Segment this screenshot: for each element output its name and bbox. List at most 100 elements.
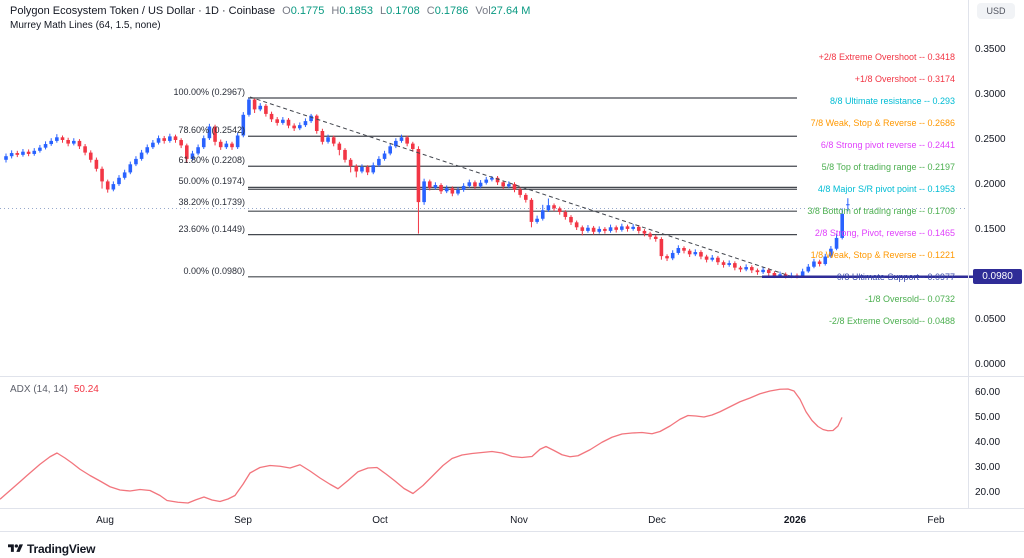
candle-body <box>580 227 585 231</box>
fib-level-label: 61.80% (0.2208) <box>178 155 245 166</box>
candle-body <box>721 262 726 265</box>
candle-body <box>281 119 285 123</box>
tradingview-logo[interactable]: TradingView <box>8 541 95 556</box>
time-axis-label[interactable]: Feb <box>927 515 945 526</box>
candle-body <box>614 227 618 230</box>
candle-body <box>83 146 87 153</box>
ohlc-values: O0.1775 H0.1853 L0.1708 C0.1786 Vol27.64 M <box>275 5 530 17</box>
adx-axis-label[interactable]: 30.00 <box>975 462 1001 473</box>
adx-axis-label[interactable]: 60.00 <box>975 387 1001 398</box>
price-axis-label[interactable]: 0.2500 <box>975 134 1006 145</box>
price-axis-label[interactable]: 0.0000 <box>975 359 1006 370</box>
candle-body <box>9 153 14 157</box>
time-axis-label[interactable]: Aug <box>96 515 114 526</box>
murrey-level-label: +1/8 Overshoot -- 0.3174 <box>854 73 955 84</box>
ohlc-key: C <box>426 5 435 17</box>
price-axis-label[interactable]: 0.1500 <box>975 224 1006 235</box>
candle-body <box>72 140 76 144</box>
candle-body <box>716 257 720 263</box>
ohlc-key: O <box>282 5 291 17</box>
candle-body <box>60 137 65 140</box>
candle-body <box>4 156 8 160</box>
murrey-level-label: 2/8 Strong, Pivot, reverse -- 0.1465 <box>814 227 955 238</box>
candle-body <box>213 126 217 142</box>
symbol-title[interactable]: Polygon Ecosystem Token / US Dollar · 1D… <box>10 5 276 17</box>
candle-body <box>840 213 844 238</box>
candle-body <box>230 143 234 148</box>
candle-body <box>670 252 675 259</box>
ohlc-value: 0.1853 <box>339 5 373 17</box>
candle-body <box>557 208 562 212</box>
candle-body <box>800 271 805 277</box>
candle-body <box>834 237 839 249</box>
time-axis-label[interactable]: Nov <box>510 515 528 526</box>
candle-body <box>348 159 353 167</box>
candle-body <box>507 184 511 187</box>
adx-axis-label[interactable]: 40.00 <box>975 437 1001 448</box>
price-axis-label[interactable]: 0.3500 <box>975 44 1006 55</box>
candle-body <box>264 105 268 114</box>
price-axis-label[interactable]: 0.2000 <box>975 179 1006 190</box>
candle-body <box>66 140 70 144</box>
candle-body <box>750 267 754 271</box>
time-axis-label[interactable]: Oct <box>372 515 388 526</box>
adx-axis-label[interactable]: 50.00 <box>975 412 1001 423</box>
candle-body <box>382 153 387 159</box>
candle-body <box>761 269 765 273</box>
murrey-level-label: 8/8 Ultimate resistance -- 0.293 <box>829 95 955 106</box>
murrey-level-label: 0/8 Ultimate Support-- 0.0977 <box>836 271 955 282</box>
candle-body <box>574 222 579 228</box>
candle-body <box>360 167 364 172</box>
candle-body <box>100 168 104 182</box>
candle-body <box>642 230 647 234</box>
price-axis-label[interactable]: 0.0500 <box>975 314 1006 325</box>
ohlc-value: 0.1786 <box>434 5 469 17</box>
candle-body <box>552 205 556 209</box>
candle-body <box>235 135 240 148</box>
candle-body <box>648 233 652 237</box>
symbol-legend[interactable]: Polygon Ecosystem Token / US Dollar · 1D… <box>10 5 530 17</box>
murrey-level-label: 7/8 Weak, Stop & Reverse -- 0.2686 <box>810 117 955 128</box>
candle-body <box>659 239 664 257</box>
currency-unit-button[interactable]: USD <box>977 3 1015 19</box>
tradingview-logo-text: TradingView <box>27 541 96 556</box>
candle-body <box>337 143 342 150</box>
price-axis-label[interactable]: 0.3000 <box>975 89 1006 100</box>
candle-body <box>846 204 850 206</box>
candle-body <box>365 167 370 173</box>
candle-body <box>540 210 545 219</box>
time-axis-label[interactable]: 2026 <box>783 515 807 526</box>
candle-body <box>653 236 658 239</box>
candle-body <box>411 143 415 149</box>
candle-body <box>179 140 183 146</box>
candle-body <box>55 137 59 141</box>
candle-body <box>224 143 229 148</box>
indicator-legend-murrey[interactable]: Murrey Math Lines (64, 1.5, none) <box>10 20 161 31</box>
candle-body <box>704 256 709 260</box>
candle-body <box>416 149 421 203</box>
pane-divider[interactable] <box>0 376 1024 377</box>
candle-body <box>168 136 172 141</box>
candle-body <box>258 105 263 110</box>
candle-body <box>456 189 460 194</box>
time-axis-label[interactable]: Sep <box>234 515 252 526</box>
candle-body <box>275 119 279 123</box>
candle-body <box>501 182 505 187</box>
adx-axis-label[interactable]: 20.00 <box>975 487 1001 498</box>
candle-body <box>151 142 155 148</box>
indicator-legend-adx[interactable]: ADX (14, 14) 50.24 <box>10 384 99 395</box>
fib-level-label: 0.00% (0.0980) <box>183 265 245 276</box>
candle-body <box>738 267 743 270</box>
candle-body <box>518 189 522 195</box>
candle-body <box>162 138 166 141</box>
time-axis-label[interactable]: Dec <box>648 515 666 526</box>
candle-body <box>128 164 133 173</box>
fib-level-label: 50.00% (0.1974) <box>178 176 245 187</box>
candle-body <box>343 149 347 160</box>
candle-body <box>733 263 737 268</box>
ohlc-key: H <box>331 5 340 17</box>
candle-body <box>241 114 246 136</box>
candle-body <box>495 177 500 183</box>
candle-body <box>783 274 788 277</box>
